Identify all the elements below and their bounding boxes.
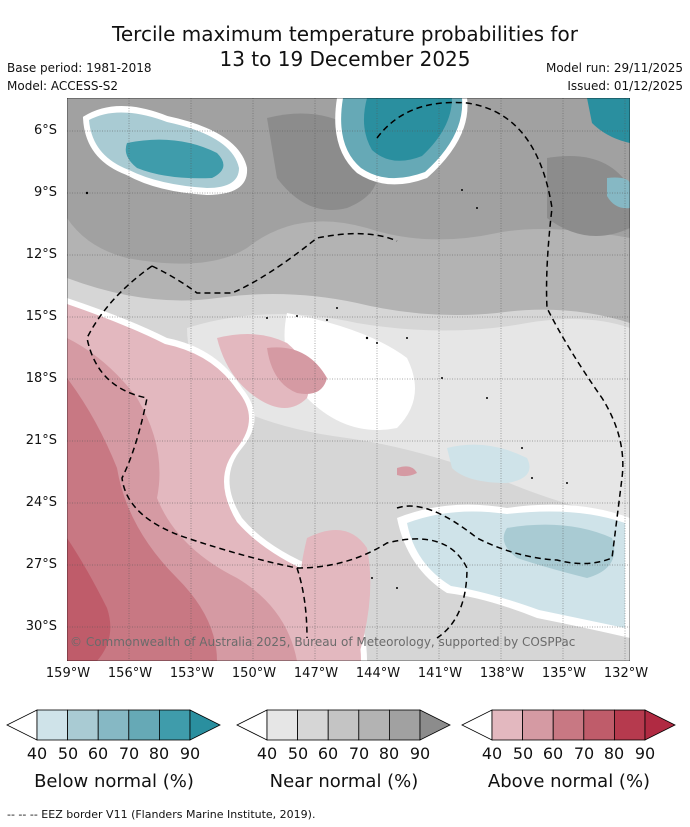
lon-label-147w: 147°W: [293, 666, 339, 681]
colorbar-above-segment: [522, 709, 554, 741]
colorbar-below-segment: [97, 709, 130, 741]
near-tick-60: 60: [317, 744, 339, 763]
below-normal-nw-core: [125, 139, 224, 179]
above-normal-80: [67, 538, 111, 661]
copyright-text: © Commonwealth of Australia 2025, Bureau…: [70, 635, 575, 649]
below-tick-90: 90: [179, 744, 201, 763]
colorbar-near-segment: [327, 709, 360, 741]
islands: [85, 189, 568, 589]
metadata-right: Model run: 29/11/2025 Issued: 01/12/2025: [546, 59, 683, 95]
lat-label-21s: 21°S: [25, 433, 57, 448]
lat-label-30s: 30°S: [25, 619, 57, 634]
above-normal-central-core: [267, 347, 327, 394]
eez-footnote: -- -- -- EEZ border V11 (Flanders Marine…: [7, 808, 316, 821]
above-normal-south-patch: [298, 530, 371, 661]
below-normal-central-patch: [447, 444, 530, 483]
colorbar-below-max-arrow: [189, 709, 221, 741]
lat-label-12s: 12°S: [25, 247, 57, 262]
colorbar-near-segment: [297, 709, 329, 741]
below-tick-70: 70: [118, 744, 140, 763]
above-tick-70: 70: [573, 744, 595, 763]
colorbar-near-min-arrow: [236, 709, 268, 741]
colorbar-near-segment: [358, 709, 390, 741]
lon-label-141w: 141°W: [417, 666, 463, 681]
below-normal-north-core: [363, 98, 452, 161]
above-tick-90: 90: [634, 744, 656, 763]
colorbar-label-near: Near normal (%): [269, 771, 419, 792]
colorbar-above-min-arrow: [461, 709, 493, 741]
colorbar-below-min-arrow: [6, 709, 38, 741]
below-tick-40: 40: [26, 744, 48, 763]
lat-label-18s: 18°S: [25, 371, 57, 386]
lon-label-135w: 135°W: [541, 666, 587, 681]
colorbar-near-segment: [388, 709, 421, 741]
map-title: Tercile maximum temperature probabilitie…: [0, 22, 690, 72]
lat-label-15s: 15°S: [25, 309, 57, 324]
colorbar-above-normal: [461, 709, 676, 741]
colorbar-below-segment: [67, 709, 99, 741]
colorbar-near-max-arrow: [419, 709, 451, 741]
lon-label-150w: 150°W: [231, 666, 277, 681]
colorbar-above-segment: [583, 709, 615, 741]
metadata-left: Base period: 1981-2018 Model: ACCESS-S2: [7, 59, 152, 95]
title-line-1: Tercile maximum temperature probabilitie…: [112, 22, 578, 46]
near-tick-90: 90: [409, 744, 431, 763]
issued-date: Issued: 01/12/2025: [567, 79, 683, 93]
below-tick-80: 80: [148, 744, 170, 763]
lat-label-27s: 27°S: [25, 557, 57, 572]
above-tick-40: 40: [481, 744, 503, 763]
colorbar-near-normal: [236, 709, 451, 741]
lon-label-144w: 144°W: [355, 666, 401, 681]
neutral-zone: [284, 313, 415, 430]
near-tick-70: 70: [348, 744, 370, 763]
lat-label-9s: 9°S: [33, 185, 57, 200]
colorbar-below-segment: [128, 709, 160, 741]
model-name: Model: ACCESS-S2: [7, 79, 119, 93]
colorbar-above-max-arrow: [644, 709, 676, 741]
above-tick-80: 80: [603, 744, 625, 763]
colorbar-below-segment: [36, 709, 69, 741]
colorbar-label-above: Above normal (%): [487, 771, 651, 792]
lat-label-6s: 6°S: [33, 123, 57, 138]
model-run: Model run: 29/11/2025: [545, 61, 683, 75]
above-normal-small-patch: [397, 466, 417, 477]
title-line-2: 13 to 19 December 2025: [219, 47, 471, 71]
colorbar-above-segment: [552, 709, 585, 741]
above-tick-50: 50: [512, 744, 534, 763]
lon-label-153w: 153°W: [169, 666, 215, 681]
colorbar-near-segment: [266, 709, 299, 741]
colorbar-below-segment: [158, 709, 191, 741]
lon-label-156w: 156°W: [107, 666, 153, 681]
near-tick-50: 50: [287, 744, 309, 763]
above-tick-60: 60: [542, 744, 564, 763]
colorbar-below-normal: [6, 709, 221, 741]
below-tick-50: 50: [57, 744, 79, 763]
lon-label-159w: 159°W: [45, 666, 91, 681]
lat-label-24s: 24°S: [25, 495, 57, 510]
below-normal-ne-corner: [587, 98, 630, 143]
below-normal-east-patch: [607, 177, 630, 209]
colorbar-above-segment: [613, 709, 646, 741]
base-period: Base period: 1981-2018: [7, 61, 152, 75]
below-tick-60: 60: [87, 744, 109, 763]
lon-label-132w: 132°W: [603, 666, 649, 681]
near-tick-80: 80: [378, 744, 400, 763]
near-normal-90-patch-east: [547, 156, 630, 236]
near-tick-40: 40: [256, 744, 278, 763]
colorbar-label-below: Below normal (%): [34, 771, 194, 792]
above-normal-70: [67, 378, 217, 661]
lon-label-138w: 138°W: [479, 666, 525, 681]
probability-map: © Commonwealth of Australia 2025, Bureau…: [67, 98, 630, 661]
colorbar-above-segment: [491, 709, 524, 741]
below-normal-se-core: [503, 524, 615, 578]
eez-borders: [86, 101, 624, 639]
